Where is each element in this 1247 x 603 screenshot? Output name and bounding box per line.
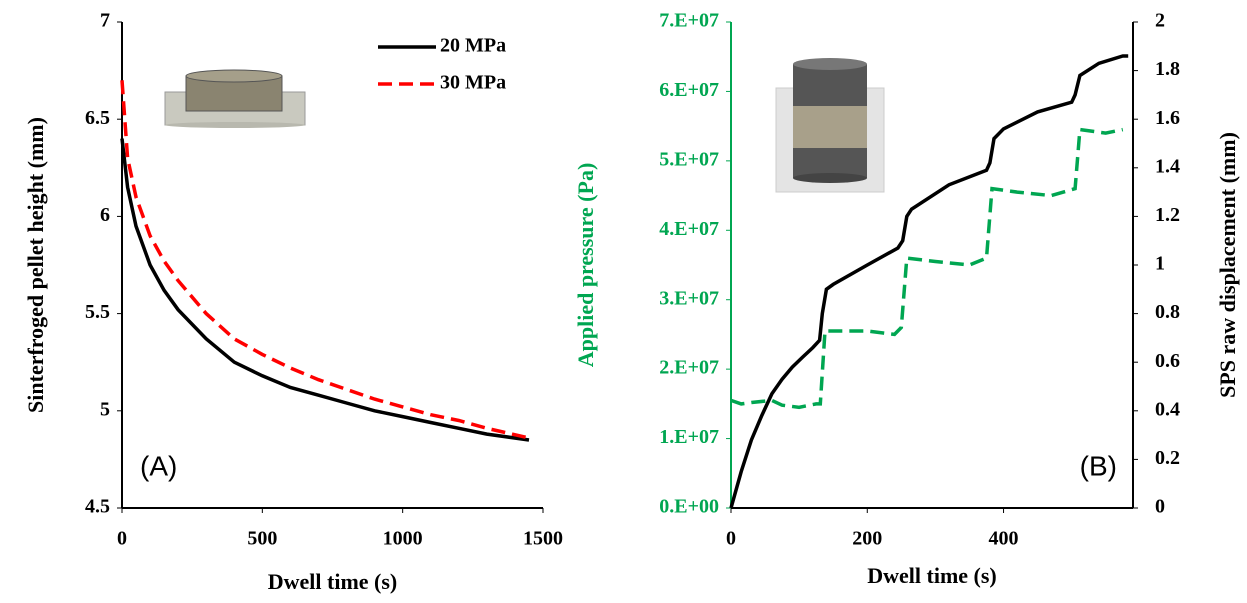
x-tick-label: 1500 bbox=[523, 528, 563, 550]
pellet-icon bbox=[164, 69, 306, 128]
legend-label: 30 MPa bbox=[440, 72, 506, 94]
x-tick-label: 0 bbox=[117, 528, 127, 550]
legend-label: 20 MPa bbox=[440, 35, 506, 57]
y2-tick-label: 0.8 bbox=[1155, 301, 1180, 323]
x-tick-label: 1000 bbox=[383, 528, 423, 550]
y-tick-label: 7 bbox=[100, 10, 110, 32]
y2-axis-title: SPS raw displacement (mm) bbox=[1215, 132, 1240, 398]
y2-tick-label: 0.2 bbox=[1155, 447, 1180, 469]
series-line bbox=[730, 127, 1124, 410]
y2-tick-label: 1.8 bbox=[1155, 58, 1180, 80]
y-tick-label: 2.E+07 bbox=[659, 357, 719, 379]
y-tick-label: 0.E+00 bbox=[659, 496, 719, 518]
y-tick-label: 5.E+07 bbox=[659, 148, 719, 170]
panel-label: (A) bbox=[140, 450, 177, 481]
y2-tick-label: 1 bbox=[1155, 253, 1165, 275]
y-tick-label: 5.5 bbox=[85, 301, 110, 323]
x-tick-label: 200 bbox=[852, 528, 882, 550]
y-tick-label: 4.5 bbox=[85, 496, 110, 518]
y2-tick-label: 0 bbox=[1155, 496, 1165, 518]
y2-tick-label: 0.6 bbox=[1155, 350, 1180, 372]
series-line bbox=[120, 138, 530, 442]
y-tick-label: 5 bbox=[100, 398, 110, 420]
series-line bbox=[120, 80, 530, 440]
y2-tick-label: 0.4 bbox=[1155, 398, 1180, 420]
y-tick-label: 7.E+07 bbox=[659, 10, 719, 32]
series-line bbox=[729, 54, 1129, 509]
y-tick-label: 3.E+07 bbox=[659, 287, 719, 309]
y-axis-title: Applied pressure (Pa) bbox=[573, 163, 598, 368]
y-tick-label: 6.E+07 bbox=[659, 79, 719, 101]
x-tick-label: 0 bbox=[726, 528, 736, 550]
y-tick-label: 1.E+07 bbox=[659, 426, 719, 448]
panel-label: (B) bbox=[1080, 450, 1117, 481]
y-axis-title: Sinterfroged pellet height (mm) bbox=[23, 117, 48, 413]
x-tick-label: 400 bbox=[989, 528, 1019, 550]
x-axis-title: Dwell time (s) bbox=[867, 563, 997, 588]
y2-tick-label: 2 bbox=[1155, 10, 1165, 32]
y-tick-label: 6.5 bbox=[85, 107, 110, 129]
y2-tick-label: 1.6 bbox=[1155, 107, 1180, 129]
x-tick-label: 500 bbox=[247, 528, 277, 550]
y-tick-label: 6 bbox=[100, 204, 110, 226]
x-axis-title: Dwell time (s) bbox=[268, 569, 398, 594]
y2-tick-label: 1.2 bbox=[1155, 204, 1180, 226]
die-icon bbox=[775, 58, 885, 193]
y-tick-label: 4.E+07 bbox=[659, 218, 719, 240]
y2-tick-label: 1.4 bbox=[1155, 155, 1180, 177]
